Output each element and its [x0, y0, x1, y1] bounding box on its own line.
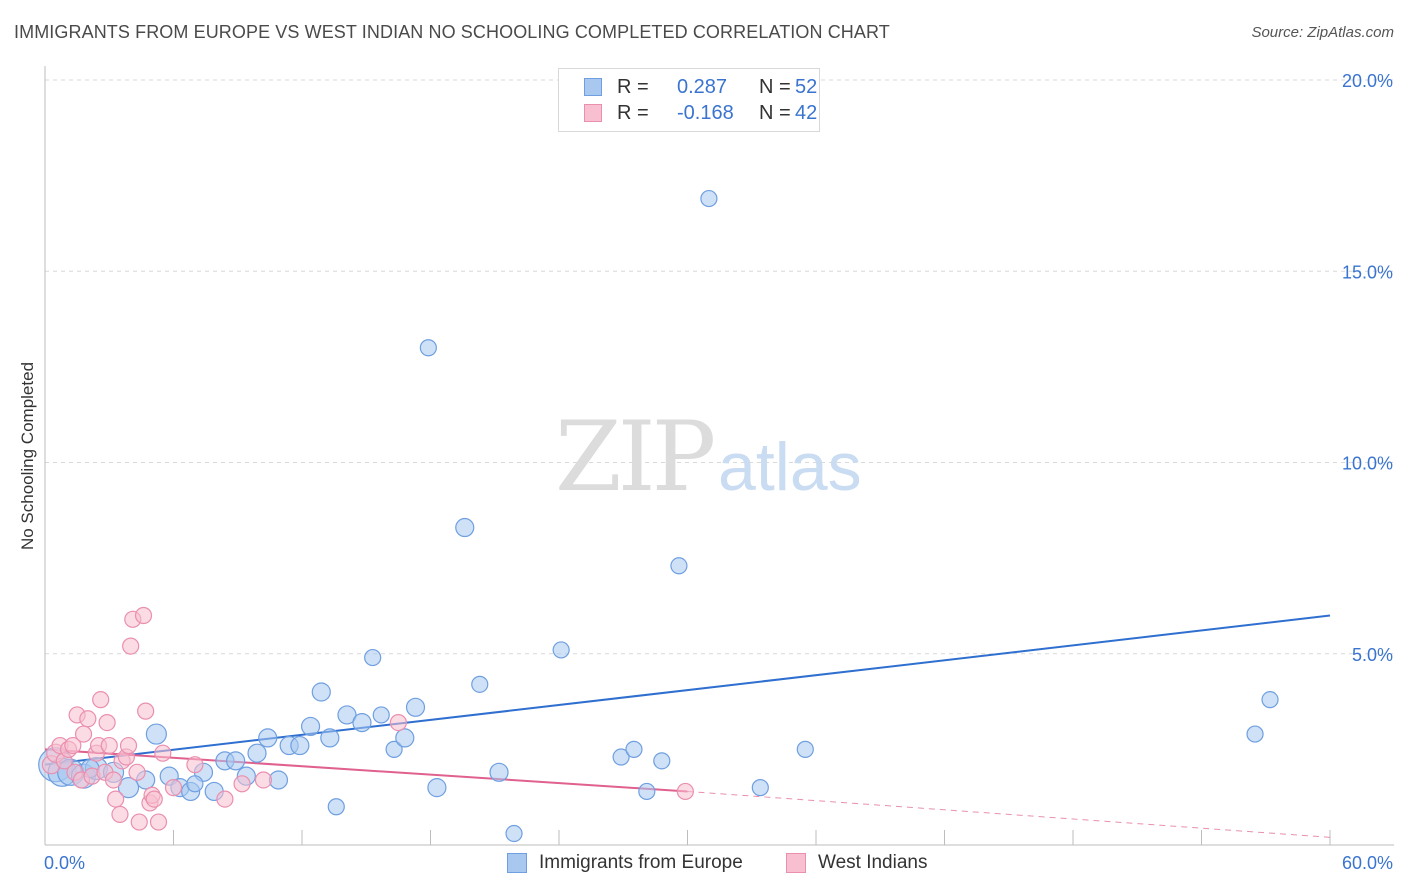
point-europe: [145, 723, 167, 745]
point-europe: [311, 682, 331, 702]
point-west-indians: [389, 713, 407, 732]
point-europe: [372, 706, 390, 724]
point-west-indians: [149, 813, 168, 831]
swatch-europe: [584, 78, 602, 96]
grid: [45, 79, 1394, 655]
point-west-indians: [137, 702, 155, 720]
point-europe: [320, 728, 340, 748]
r-value: -0.168: [677, 102, 734, 124]
point-west-indians: [74, 725, 93, 743]
point-europe: [419, 339, 437, 357]
n-label: N =: [759, 102, 791, 124]
trend-line-extension: [687, 790, 1331, 838]
point-europe: [751, 779, 769, 797]
legend-swatch-europe: [507, 853, 527, 873]
point-europe: [258, 728, 278, 748]
point-west-indians: [134, 606, 153, 625]
stats-box: R = 0.287 N = 52 R = -0.168 N = 42: [558, 68, 820, 132]
n-value: 42: [795, 102, 818, 124]
y-tick-label: 20.0%: [1342, 71, 1393, 91]
point-europe: [455, 517, 475, 538]
point-west-indians: [128, 763, 146, 781]
point-europe: [505, 824, 523, 843]
point-europe: [352, 712, 372, 733]
point-europe: [653, 752, 671, 770]
legend-swatch-west-indians: [786, 853, 806, 873]
point-west-indians: [119, 736, 138, 755]
point-europe: [796, 740, 814, 758]
n-label: N =: [759, 76, 791, 98]
swatch-west-indians: [584, 104, 602, 122]
x-tick-label: 0.0%: [44, 853, 85, 873]
point-europe: [625, 740, 643, 758]
y-tick-label: 5.0%: [1352, 645, 1393, 665]
point-west-indians: [154, 744, 172, 762]
trend-line: [44, 748, 688, 793]
legend-label-west-indians: West Indians: [818, 852, 928, 873]
point-europe: [337, 705, 357, 725]
point-europe: [226, 751, 246, 771]
point-west-indians: [164, 779, 183, 797]
point-europe: [489, 762, 509, 782]
point-west-indians: [122, 637, 140, 655]
point-europe: [186, 775, 204, 793]
point-europe: [395, 728, 415, 748]
r-label: R =: [617, 76, 649, 98]
tick-labels: 5.0% 10.0% 15.0% 20.0% 0.0% 60.0%: [44, 71, 1393, 873]
watermark-atlas: atlas: [718, 429, 862, 505]
trend-line: [44, 614, 1331, 766]
point-west-indians: [111, 805, 129, 824]
source-label: Source: ZipAtlas.com: [1251, 24, 1394, 41]
x-tick-label: 60.0%: [1342, 853, 1393, 873]
point-west-indians: [233, 775, 251, 793]
watermark: ZIP atlas: [555, 401, 862, 513]
point-europe: [364, 648, 382, 667]
point-europe: [612, 748, 630, 766]
point-europe: [1246, 725, 1264, 743]
point-west-indians: [186, 756, 204, 774]
y-tick-label: 10.0%: [1342, 454, 1393, 474]
point-west-indians: [254, 771, 273, 789]
data-points: [38, 189, 1279, 843]
point-europe: [1261, 691, 1279, 709]
point-europe: [300, 716, 321, 737]
point-europe: [385, 740, 403, 758]
point-west-indians: [79, 710, 97, 728]
legend-label-europe: Immigrants from Europe: [539, 852, 743, 873]
point-west-indians: [64, 736, 82, 755]
watermark-zip: ZIP: [555, 401, 714, 513]
r-label: R =: [617, 102, 649, 124]
point-west-indians: [676, 782, 694, 801]
point-europe: [405, 697, 426, 717]
point-europe: [247, 743, 267, 763]
point-europe: [290, 735, 310, 756]
point-west-indians: [92, 691, 110, 709]
point-west-indians: [107, 790, 125, 808]
trend-lines: [44, 614, 1331, 838]
n-value: 52: [795, 76, 818, 98]
point-west-indians: [145, 790, 163, 808]
point-europe: [670, 557, 688, 575]
point-west-indians: [98, 713, 116, 732]
point-europe: [700, 189, 718, 208]
point-europe: [268, 770, 289, 790]
y-tick-label: 15.0%: [1342, 262, 1393, 282]
point-europe: [638, 782, 656, 801]
axes: [44, 66, 1394, 846]
point-west-indians: [130, 813, 148, 831]
point-west-indians: [216, 790, 234, 808]
y-axis-label: No Schooling Completed: [18, 361, 37, 551]
point-europe: [552, 641, 570, 659]
r-value: 0.287: [677, 76, 728, 98]
chart-title: IMMIGRANTS FROM EUROPE VS WEST INDIAN NO…: [14, 22, 890, 42]
point-europe: [427, 778, 447, 798]
point-west-indians: [100, 736, 118, 755]
point-europe: [117, 777, 140, 799]
point-europe: [327, 798, 345, 816]
point-europe: [471, 675, 489, 693]
point-west-indians: [104, 771, 123, 789]
